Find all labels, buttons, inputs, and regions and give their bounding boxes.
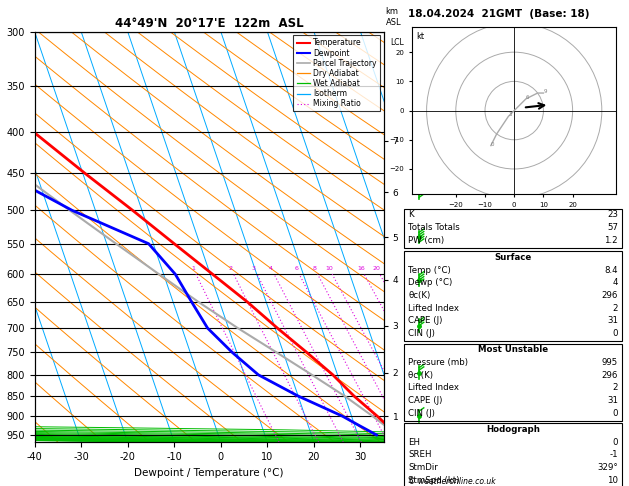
Text: CAPE (J): CAPE (J) (408, 396, 442, 405)
Bar (404, 251, 622, 342)
Text: 8.4: 8.4 (604, 266, 618, 275)
Text: 0: 0 (613, 438, 618, 447)
Text: Hodograph: Hodograph (486, 425, 540, 434)
Text: θᴄ(K): θᴄ(K) (408, 291, 430, 300)
Text: Lifted Index: Lifted Index (408, 304, 459, 312)
Text: Most Unstable: Most Unstable (478, 346, 548, 354)
Bar (404, 423, 622, 486)
Text: CIN (J): CIN (J) (408, 329, 435, 338)
Text: 6: 6 (294, 266, 298, 271)
Text: 18.04.2024  21GMT  (Base: 18): 18.04.2024 21GMT (Base: 18) (408, 9, 589, 19)
X-axis label: Dewpoint / Temperature (°C): Dewpoint / Temperature (°C) (135, 468, 284, 478)
Y-axis label: hPa: hPa (0, 228, 1, 246)
Text: Totals Totals: Totals Totals (408, 223, 460, 232)
Text: 20: 20 (372, 266, 381, 271)
Text: © weatheronline.co.uk: © weatheronline.co.uk (408, 477, 495, 486)
Bar (404, 208, 622, 248)
Text: 2: 2 (613, 304, 618, 312)
Text: 4: 4 (613, 278, 618, 287)
Text: 1: 1 (191, 266, 195, 271)
Text: 16: 16 (357, 266, 365, 271)
Title: 44°49'N  20°17'E  122m  ASL: 44°49'N 20°17'E 122m ASL (115, 17, 303, 31)
Text: 329°: 329° (597, 463, 618, 472)
Text: 2: 2 (229, 266, 233, 271)
Text: StmDir: StmDir (408, 463, 438, 472)
Text: 23: 23 (607, 210, 618, 219)
Text: 6: 6 (526, 95, 530, 100)
Text: 1.2: 1.2 (604, 236, 618, 244)
Text: 3: 3 (508, 112, 512, 118)
Text: 9: 9 (543, 89, 547, 94)
Text: CAPE (J): CAPE (J) (408, 316, 442, 325)
Text: K: K (408, 210, 414, 219)
Text: EH: EH (408, 438, 420, 447)
Text: 3: 3 (252, 266, 256, 271)
Text: 995: 995 (602, 358, 618, 367)
Text: 296: 296 (601, 371, 618, 380)
Text: 4: 4 (269, 266, 273, 271)
Text: Lifted Index: Lifted Index (408, 383, 459, 392)
Text: 2: 2 (613, 383, 618, 392)
Text: 57: 57 (607, 223, 618, 232)
Text: 10: 10 (325, 266, 333, 271)
Text: StmSpd (kt): StmSpd (kt) (408, 476, 460, 485)
Bar (404, 344, 622, 421)
Text: 296: 296 (601, 291, 618, 300)
Text: Pressure (mb): Pressure (mb) (408, 358, 468, 367)
Text: 0: 0 (613, 329, 618, 338)
Text: PW (cm): PW (cm) (408, 236, 444, 244)
Text: 0: 0 (613, 409, 618, 417)
Text: CIN (J): CIN (J) (408, 409, 435, 417)
Text: -1: -1 (610, 451, 618, 459)
Text: Dewp (°C): Dewp (°C) (408, 278, 452, 287)
Text: Surface: Surface (494, 253, 532, 262)
Text: km
ASL: km ASL (386, 7, 401, 27)
Text: 31: 31 (607, 316, 618, 325)
Text: 31: 31 (607, 396, 618, 405)
Text: 0: 0 (491, 141, 494, 147)
Text: 10: 10 (607, 476, 618, 485)
Text: θᴄ (K): θᴄ (K) (408, 371, 433, 380)
Text: 8: 8 (313, 266, 316, 271)
Text: kt: kt (416, 32, 424, 41)
Text: Temp (°C): Temp (°C) (408, 266, 451, 275)
Text: SREH: SREH (408, 451, 431, 459)
Text: LCL: LCL (391, 38, 404, 47)
Legend: Temperature, Dewpoint, Parcel Trajectory, Dry Adiabat, Wet Adiabat, Isotherm, Mi: Temperature, Dewpoint, Parcel Trajectory… (294, 35, 380, 111)
